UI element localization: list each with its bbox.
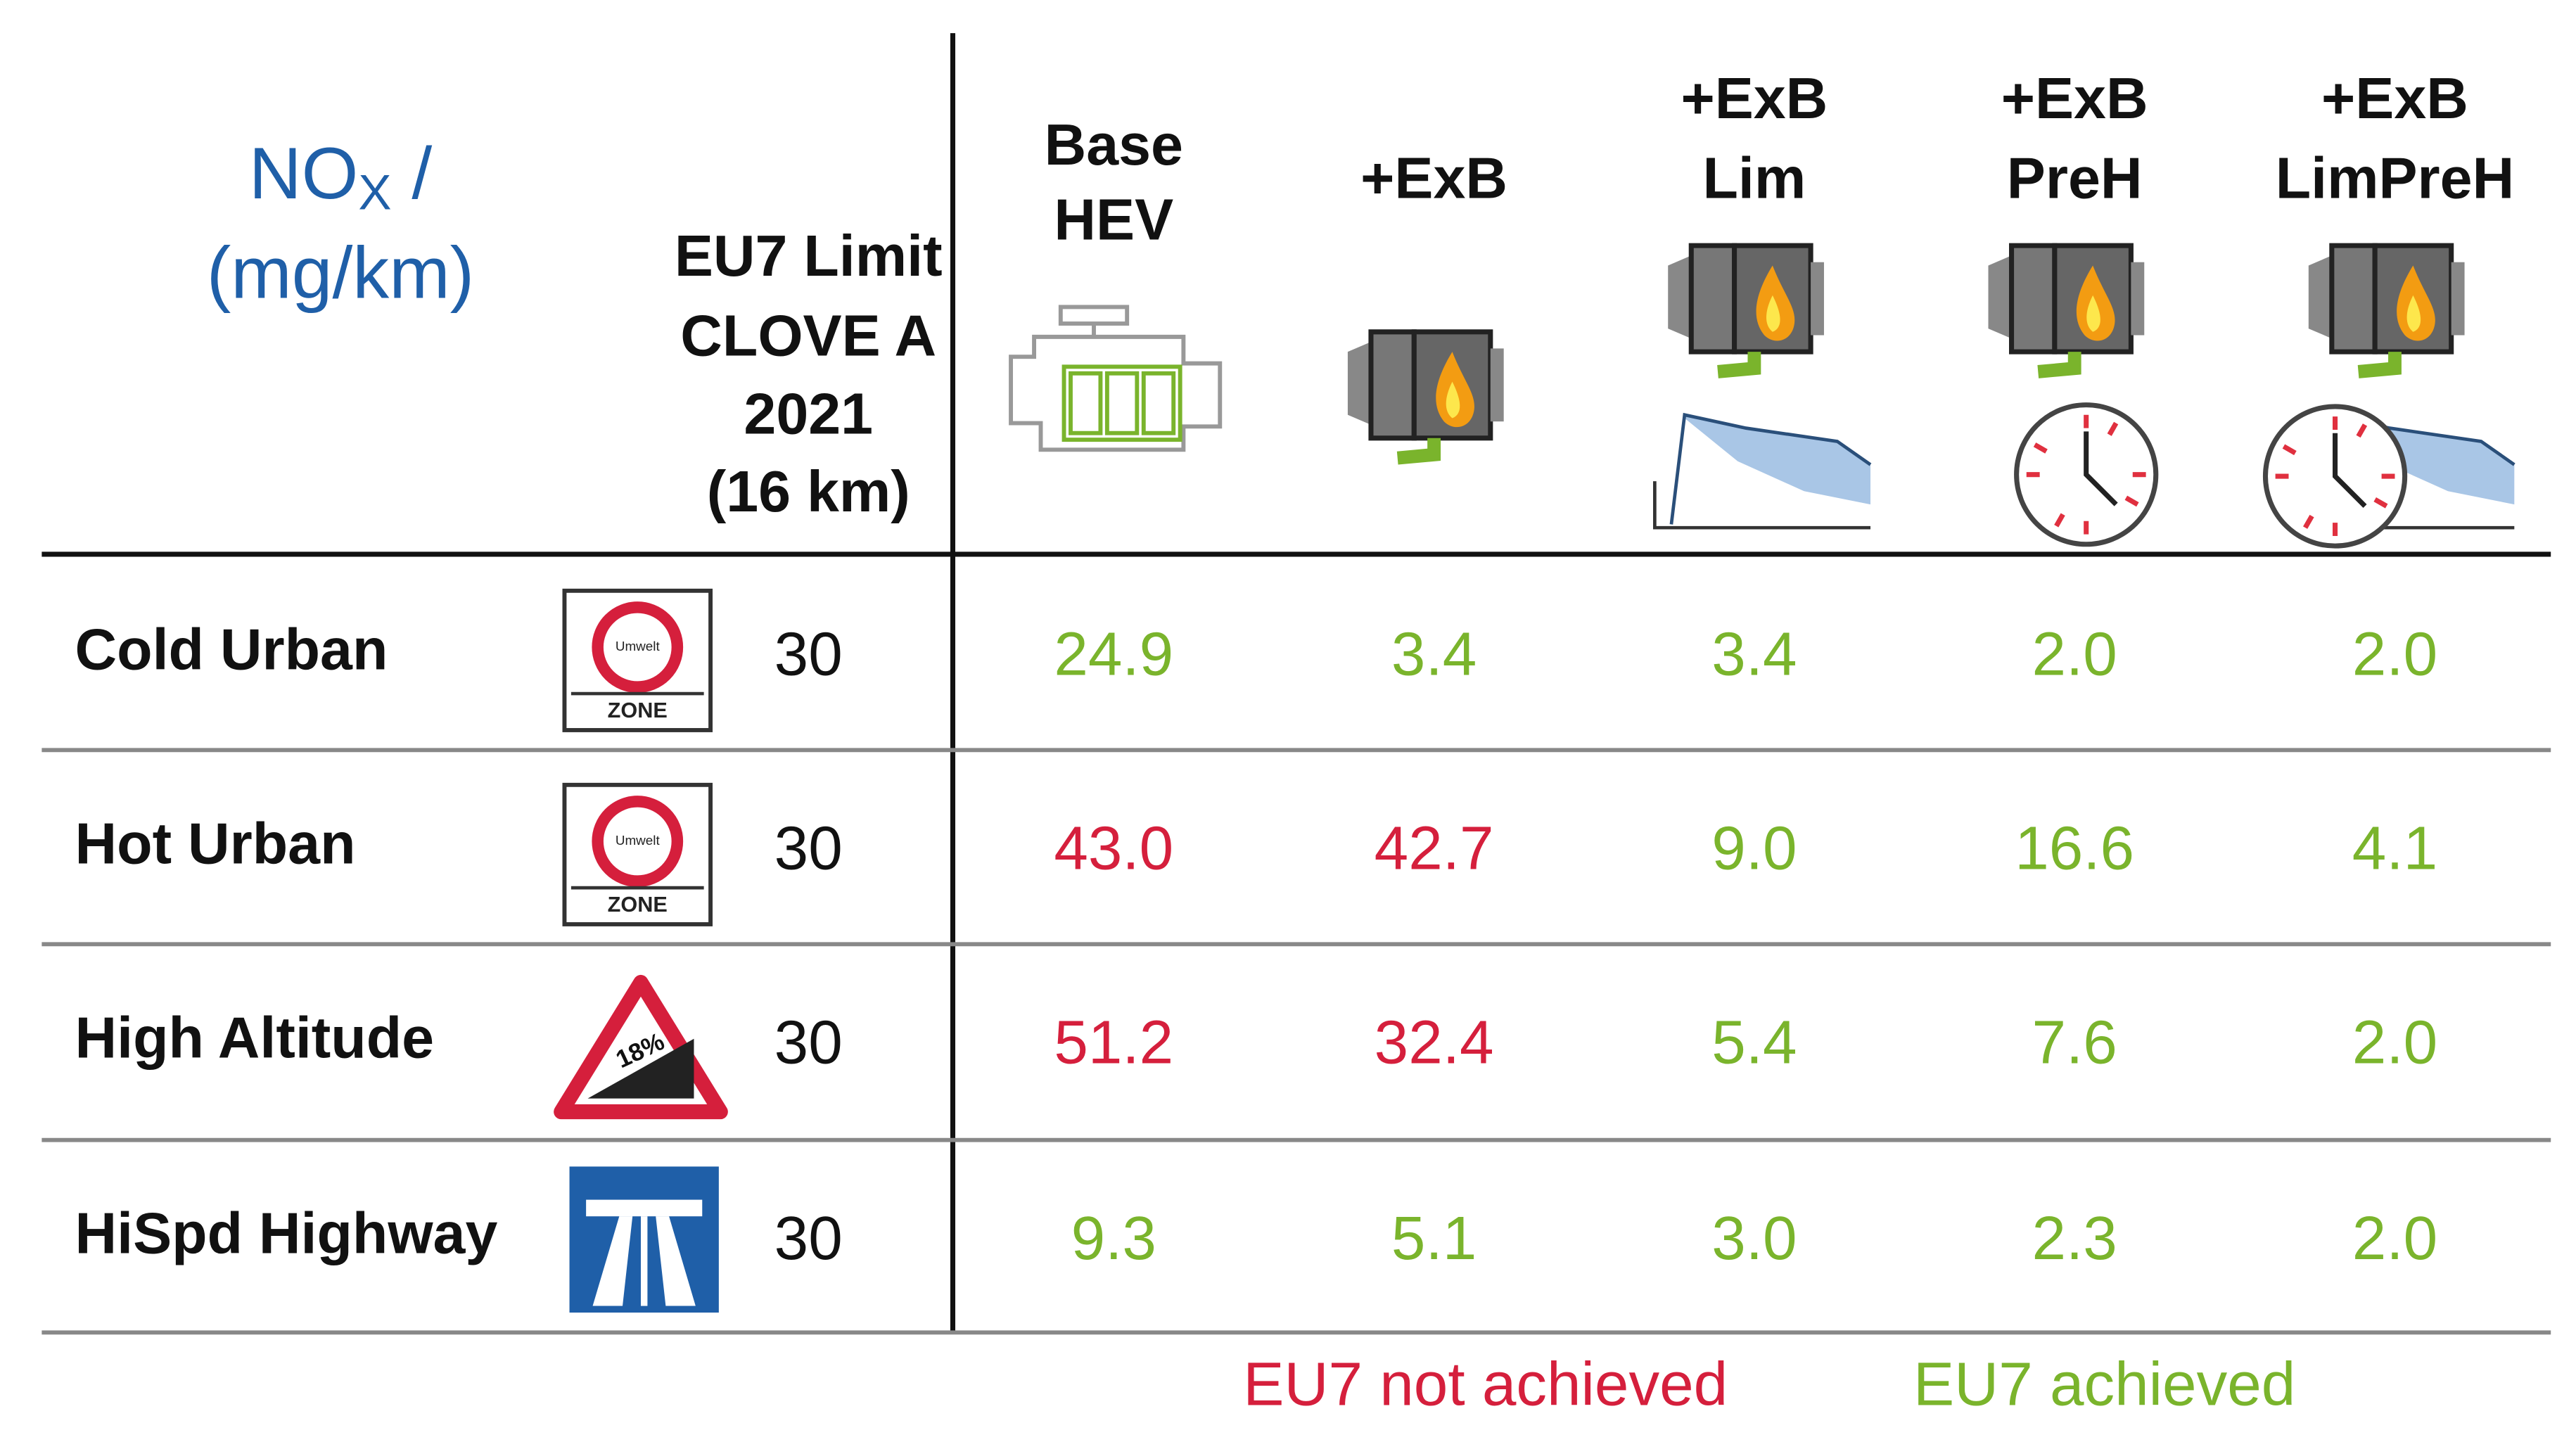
cell-value: 32.4: [1375, 1009, 1494, 1077]
burner-icon: [1668, 245, 1824, 371]
cell-value: 24.9: [1054, 620, 1173, 689]
limit-header: EU7 Limit: [675, 224, 943, 288]
cell-value: 4.1: [2352, 815, 2437, 883]
clock-icon: [2265, 407, 2404, 546]
motorway-sign: [569, 1166, 719, 1313]
cell-value: 16.6: [2015, 815, 2134, 883]
row-name: Cold Urban: [75, 617, 388, 682]
gradient-sign: 18%: [554, 974, 728, 1120]
cell-value: 3.4: [1711, 620, 1797, 689]
title: NOX /: [249, 132, 433, 219]
cell-value: 51.2: [1054, 1009, 1173, 1077]
cell-value: 5.1: [1391, 1204, 1477, 1272]
column-header: +ExB: [2321, 66, 2468, 131]
engine-icon: [1009, 305, 1223, 452]
cell-value: 43.0: [1054, 815, 1173, 883]
cell-value: 2.0: [2352, 1009, 2437, 1077]
cell-value: 2.0: [2032, 620, 2117, 689]
burner-icon: [1989, 245, 2145, 371]
column-header: +ExB: [2001, 66, 2148, 131]
legend-label: EU7 achieved: [1913, 1351, 2295, 1419]
limit-header: CLOVE A: [680, 303, 936, 368]
row-limit: 30: [774, 1204, 843, 1272]
row-name: HiSpd Highway: [75, 1201, 498, 1266]
column-header: +ExB: [1681, 66, 1828, 131]
row-rules: [42, 748, 2551, 1335]
row-limit: 30: [774, 1009, 843, 1077]
cell-value: 42.7: [1375, 815, 1494, 883]
row-limit: 30: [774, 620, 843, 689]
burner-icon: [1348, 332, 1504, 458]
cell-value: 9.3: [1071, 1204, 1156, 1272]
legend-label: EU7 not achieved: [1243, 1351, 1728, 1419]
column-header: PreH: [2007, 146, 2143, 210]
column-header: Base: [1045, 113, 1183, 177]
limit-header: 2021: [744, 381, 873, 446]
table-body: EU7 Limit CLOVE A 2021 (16 km) Base HEV +ExB +E…: [75, 66, 2515, 1419]
column-header: LimPreH: [2276, 146, 2514, 210]
limit-header: (16 km): [707, 459, 910, 524]
cell-value: 2.0: [2352, 620, 2437, 689]
limit-curve-icon: [1654, 415, 1870, 528]
cell-value: 2.0: [2352, 1204, 2437, 1272]
column-header: HEV: [1054, 187, 1173, 252]
column-header: +ExB: [1360, 146, 1507, 210]
burner-icon: [2309, 245, 2465, 371]
cell-value: 7.6: [2032, 1009, 2117, 1077]
cell-value: 3.4: [1391, 620, 1477, 689]
cell-value: 5.4: [1711, 1009, 1797, 1077]
row-limit: 30: [774, 815, 843, 883]
clock-icon: [2017, 405, 2156, 544]
cell-value: 3.0: [1711, 1204, 1797, 1272]
cell-value: 2.3: [2032, 1204, 2117, 1272]
column-header: Lim: [1703, 146, 1806, 210]
unit: (mg/km): [207, 232, 474, 314]
zone-sign: [564, 785, 710, 924]
row-name: Hot Urban: [75, 811, 356, 876]
row-name: High Altitude: [75, 1005, 434, 1070]
cell-value: 9.0: [1711, 815, 1797, 883]
zone-sign: [564, 591, 710, 730]
